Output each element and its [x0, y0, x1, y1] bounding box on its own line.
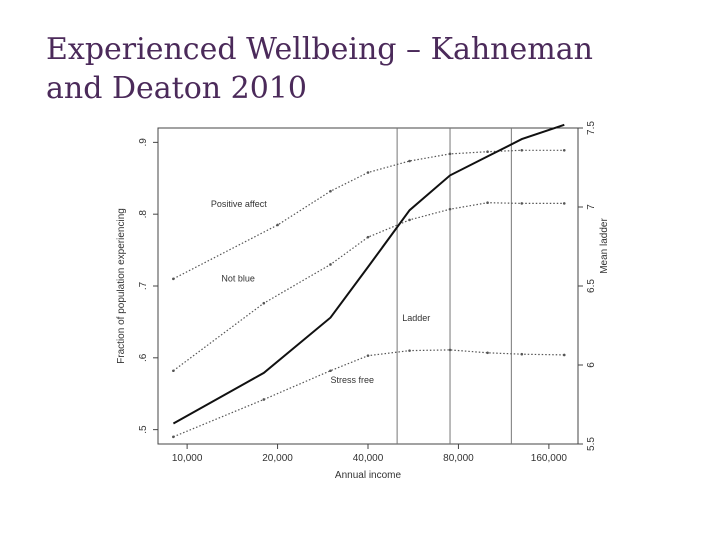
y-right-tick-label: 5.5 [586, 437, 597, 451]
series-point-positive-affect [408, 159, 411, 163]
series-point-not-blue [172, 369, 175, 373]
series-line-positive-affect [173, 149, 565, 280]
y-left-tick-label: .9 [138, 138, 149, 147]
x-tick-label: 40,000 [353, 453, 384, 464]
series-point-positive-affect [520, 148, 524, 152]
y-right-tick-label: 7 [586, 204, 597, 210]
series-point-not-blue [562, 202, 566, 205]
series-point-stress-free [408, 349, 411, 352]
series-point-stress-free [262, 398, 266, 401]
x-tick-label: 80,000 [443, 453, 474, 464]
series-point-stress-free [448, 348, 452, 352]
x-tick-label: 20,000 [262, 453, 293, 464]
series-label-positive-affect: Positive affect [211, 199, 267, 209]
series-point-positive-affect [562, 148, 566, 152]
y-right-tick-label: 7.5 [586, 121, 597, 135]
series-point-not-blue [520, 202, 524, 205]
series-point-stress-free [172, 435, 175, 439]
y-right-tick-label: 6 [586, 362, 597, 368]
slide-title-line-2: and Deaton 2010 [46, 71, 307, 106]
y-left-axis-title: Fraction of population experiencing [116, 208, 127, 364]
vertical-reference-lines [396, 128, 512, 444]
series-point-not-blue [408, 218, 411, 222]
series-point-stress-free [562, 353, 566, 357]
series-point-not-blue [329, 263, 332, 266]
series-point-positive-affect [276, 223, 279, 227]
series-layer [172, 123, 566, 439]
series-point-positive-affect [448, 152, 452, 156]
y-right-tick-label: 6.5 [586, 279, 597, 293]
series-point-positive-affect [329, 189, 332, 193]
y-left-tick-label: .8 [138, 210, 149, 219]
series-label-stress-free: Stress free [330, 375, 374, 385]
series-point-not-blue [262, 301, 266, 305]
series-line-ladder [172, 123, 565, 425]
y-left-tick-label: .7 [138, 281, 149, 290]
series-point-positive-affect [486, 150, 489, 153]
series-point-not-blue [486, 201, 489, 204]
slide-title-line-1: Experienced Wellbeing – Kahneman [46, 32, 593, 67]
series-label-not-blue: Not blue [221, 274, 255, 284]
y-left-tick-label: .5 [138, 425, 149, 434]
series-point-not-blue [366, 235, 370, 239]
y-left-tick-label: .6 [138, 353, 149, 362]
series-labels: Positive affect Not blue Ladder Stress free [211, 199, 430, 385]
series-line-not-blue [173, 202, 565, 372]
x-tick-label: 10,000 [172, 453, 203, 464]
series-point-stress-free [520, 352, 524, 356]
series-point-not-blue [448, 207, 452, 211]
series-point-positive-affect [172, 277, 175, 281]
axes: 10,000 20,000 40,000 80,000 160,000 Annual in… [116, 121, 610, 481]
series-point-stress-free [486, 351, 489, 355]
series-point-stress-free [366, 354, 370, 357]
series-label-ladder: Ladder [402, 313, 430, 323]
y-right-axis-title: Mean ladder [599, 218, 610, 274]
series-point-stress-free [329, 369, 332, 373]
series-line-stress-free [173, 349, 565, 438]
series-point-positive-affect [366, 171, 370, 174]
x-tick-label: 160,000 [531, 453, 568, 464]
x-axis-title: Annual income [335, 470, 402, 481]
slide-title: Experienced Wellbeing – Kahneman and Dea… [46, 30, 686, 108]
